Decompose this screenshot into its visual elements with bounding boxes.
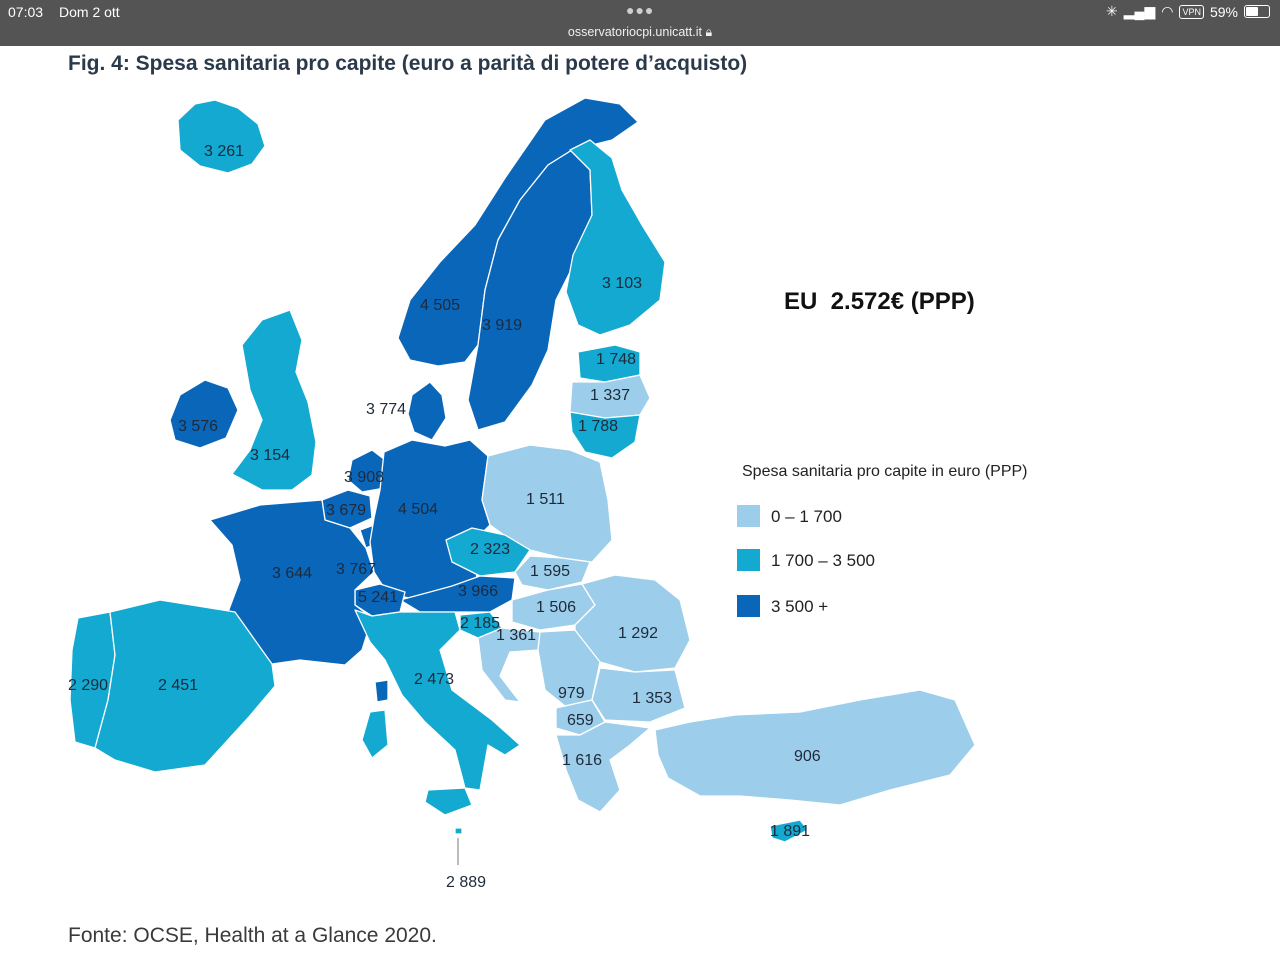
label-finland: 3 103	[602, 275, 642, 292]
label-luxembourg: 3 767	[336, 561, 376, 578]
vpn-badge: VPN	[1179, 4, 1204, 19]
status-time: 07:03	[8, 4, 44, 20]
label-slovakia: 1 595	[530, 563, 570, 580]
battery-icon	[1244, 5, 1270, 18]
region-uk	[231, 309, 317, 491]
label-turkey: 906	[794, 748, 821, 765]
region-iceland	[177, 99, 266, 174]
url-text: osservatoriocpi.unicatt.it	[567, 25, 702, 39]
label-iceland: 3 261	[204, 143, 244, 160]
region-germany	[369, 439, 491, 601]
figure-source: Fonte: OCSE, Health at a Glance 2020.	[68, 924, 437, 947]
label-greece: 1 616	[562, 752, 602, 769]
region-sicily	[424, 787, 473, 816]
more-options-icon[interactable]: ●●●	[626, 2, 655, 18]
region-turkey	[654, 689, 976, 806]
label-latvia: 1 337	[590, 387, 630, 404]
label-ireland: 3 576	[178, 418, 218, 435]
signal-icon: ▂▄▆	[1123, 3, 1156, 19]
label-lithuania: 1 788	[578, 418, 618, 435]
label-czechia: 2 323	[470, 541, 510, 558]
label-netherlands: 3 908	[344, 469, 384, 486]
region-finland	[565, 139, 666, 336]
region-spain	[94, 599, 276, 773]
loading-icon: ✳	[1106, 3, 1118, 19]
label-portugal: 2 290	[68, 677, 108, 694]
label-france: 3 644	[272, 565, 312, 582]
legend-title: Spesa sanitaria pro capite in euro (PPP)	[742, 463, 1027, 480]
region-czechia	[445, 527, 531, 577]
label-austria: 3 966	[458, 583, 498, 600]
battery-percent: 59%	[1209, 3, 1238, 20]
legend-label-low: 0 – 1 700	[771, 507, 842, 526]
region-slovakia	[514, 555, 591, 591]
region-ireland	[169, 379, 239, 449]
label-poland: 1 511	[526, 491, 565, 508]
region-sweden	[467, 149, 593, 431]
eu-average: EU 2.572€ (PPP)	[784, 288, 975, 315]
status-bar: 07:03 Dom 2 ott ●●● osservatoriocpi.unic…	[0, 0, 1280, 46]
region-poland	[481, 444, 613, 563]
map-labels: 3 261 4 505 3 919 3 103 1 748 1 337 1 78…	[68, 143, 821, 891]
wifi-icon: ◠	[1161, 3, 1174, 19]
label-hungary: 1 506	[536, 599, 576, 616]
region-lithuania	[569, 411, 641, 459]
region-italy	[354, 609, 521, 791]
lock-icon: 🔒︎	[705, 25, 713, 39]
label-denmark: 3 774	[366, 401, 406, 418]
label-malta: 2 889	[446, 874, 486, 891]
region-corsica	[374, 679, 389, 703]
status-date: Dom 2 ott	[59, 4, 120, 20]
label-belgium: 3 679	[326, 502, 366, 519]
label-uk: 3 154	[250, 447, 290, 464]
region-malta	[454, 827, 463, 835]
figure-title: Fig. 4: Spesa sanitaria pro capite (euro…	[68, 52, 748, 75]
legend-swatch-mid	[737, 549, 760, 571]
label-north-macedonia: 659	[567, 712, 594, 729]
legend: Spesa sanitaria pro capite in euro (PPP)…	[737, 463, 1027, 617]
label-germany: 4 504	[398, 501, 438, 518]
europe-map: 3 261 4 505 3 919 3 103 1 748 1 337 1 78…	[68, 97, 1027, 891]
label-croatia: 1 361	[496, 627, 536, 644]
label-estonia: 1 748	[596, 351, 636, 368]
legend-label-mid: 1 700 – 3 500	[771, 551, 875, 570]
region-denmark	[407, 381, 447, 441]
label-slovenia: 2 185	[460, 615, 500, 632]
legend-label-high: 3 500 +	[771, 597, 828, 616]
legend-swatch-low	[737, 505, 760, 527]
region-croatia	[477, 627, 541, 703]
region-sardinia	[361, 709, 389, 759]
region-greece	[555, 721, 651, 813]
label-sweden: 3 919	[482, 317, 522, 334]
region-cyprus	[769, 819, 809, 843]
region-romania	[574, 574, 691, 673]
legend-swatch-high	[737, 595, 760, 617]
label-serbia: 979	[558, 685, 585, 702]
label-cyprus: 1 891	[770, 823, 810, 840]
address-bar[interactable]: osservatoriocpi.unicatt.it 🔒︎	[0, 25, 1280, 40]
label-switzerland: 5 241	[358, 589, 398, 606]
label-spain: 2 451	[158, 677, 198, 694]
label-italy: 2 473	[414, 671, 454, 688]
label-bulgaria: 1 353	[632, 690, 672, 707]
label-romania: 1 292	[618, 625, 658, 642]
label-norway: 4 505	[420, 297, 460, 314]
status-indicators: ✳ ▂▄▆ ◠ VPN 59%	[1106, 3, 1270, 20]
